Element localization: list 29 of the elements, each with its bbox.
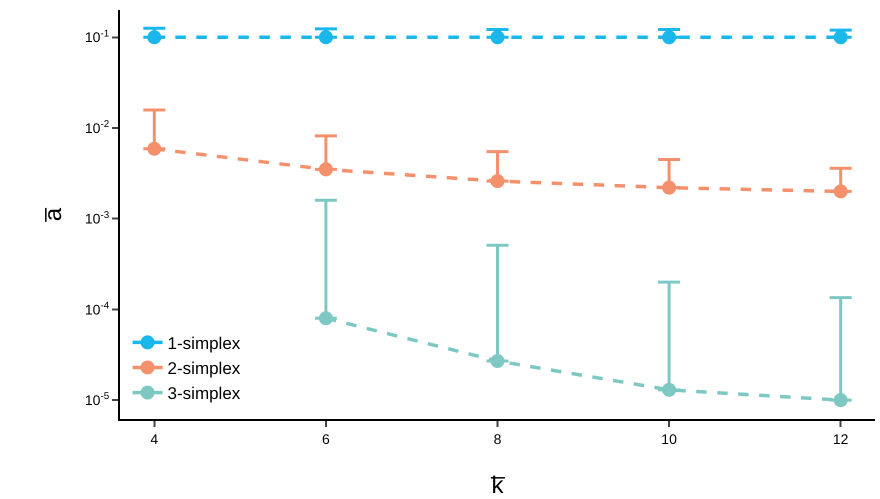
x-tick-label: 4 <box>150 430 158 447</box>
point <box>662 180 676 195</box>
legend-label: 2-simplex <box>168 359 241 378</box>
x-tick-label: 8 <box>494 430 502 447</box>
y-tick-label: 10$^{-4}$ <box>84 300 110 318</box>
x-tick-label: 6 <box>322 430 330 447</box>
legend-label: 1-simplex <box>168 334 241 353</box>
point <box>318 162 333 176</box>
point <box>147 142 162 156</box>
y-tick-label: 10$^{-2}$ <box>84 119 110 136</box>
legend-label: 3-simplex <box>168 384 241 404</box>
y-tick-label: 10$^{-3}$ <box>84 210 110 227</box>
point <box>662 382 676 397</box>
y-tick-label: 10$^{-1}$ <box>84 28 110 46</box>
point <box>147 30 162 44</box>
point <box>318 30 333 44</box>
point <box>662 30 676 44</box>
point <box>318 311 333 326</box>
point <box>490 174 504 188</box>
x-axis-title: k̅ <box>490 472 505 499</box>
y-tick-label: 10$^{-5}$ <box>84 391 110 408</box>
point <box>834 393 848 408</box>
y-axis-title: a̅ <box>40 207 67 222</box>
point <box>834 30 848 44</box>
x-tick-label: 12 <box>832 430 849 447</box>
point <box>490 30 504 44</box>
point <box>490 354 504 368</box>
point <box>834 184 848 198</box>
x-tick-label: 10 <box>661 430 678 447</box>
